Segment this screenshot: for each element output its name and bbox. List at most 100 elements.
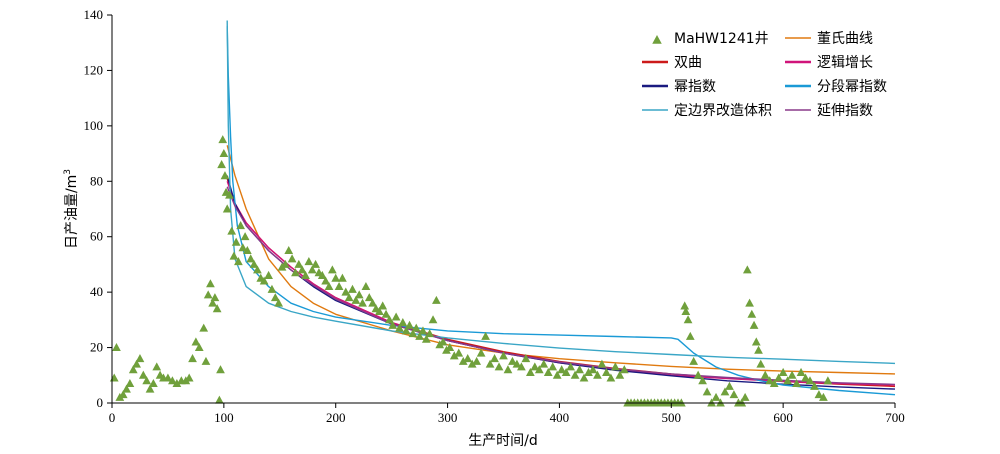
data-point: [543, 367, 553, 376]
data-point: [227, 226, 237, 235]
data-point: [552, 370, 562, 379]
data-point: [109, 373, 119, 382]
data-point: [361, 282, 371, 291]
data-point: [534, 365, 544, 374]
data-point: [801, 373, 810, 382]
data-point: [125, 379, 135, 388]
x-axis-title: 生产时间/d: [468, 433, 538, 449]
data-point: [253, 265, 262, 274]
data-point: [805, 376, 815, 385]
data-point: [210, 293, 220, 302]
data-point: [219, 148, 229, 158]
data-point: [128, 365, 138, 374]
data-point: [584, 367, 593, 376]
data-point: [458, 356, 468, 365]
data-point: [778, 367, 788, 376]
data-point: [438, 337, 448, 346]
series-line: [226, 26, 896, 396]
data-point: [814, 390, 824, 399]
data-point: [142, 376, 152, 385]
data-point: [476, 348, 486, 357]
data-point: [575, 365, 584, 374]
data-point: [229, 251, 239, 260]
y-tick-label: 140: [84, 7, 104, 22]
x-tick-label: 700: [885, 410, 905, 425]
data-point: [683, 315, 693, 324]
data-point: [689, 356, 699, 365]
data-point: [745, 298, 754, 307]
data-point: [408, 329, 418, 338]
data-point: [240, 232, 250, 241]
data-point: [311, 259, 320, 268]
data-point: [508, 356, 517, 365]
data-point: [499, 351, 508, 360]
data-point: [216, 365, 225, 374]
data-point: [212, 304, 222, 313]
data-point: [348, 284, 357, 293]
data-point: [539, 359, 549, 368]
data-point: [606, 373, 616, 382]
data-point: [769, 379, 779, 388]
data-point: [287, 254, 297, 263]
data-point: [231, 237, 241, 246]
data-point: [395, 323, 404, 332]
y-tick-label: 60: [90, 229, 103, 244]
data-point: [512, 359, 522, 368]
legend-label: 逻辑增长: [817, 55, 873, 71]
data-point: [405, 320, 414, 329]
data-point: [334, 282, 344, 291]
data-point: [449, 351, 459, 360]
data-point: [485, 359, 495, 368]
data-point: [756, 359, 766, 368]
legend-label: 延伸指数: [817, 103, 873, 119]
y-tick-label: 80: [90, 173, 103, 188]
data-point: [301, 270, 310, 279]
data-point: [698, 376, 707, 385]
data-point: [294, 259, 304, 268]
legend-label: 幂指数: [674, 79, 716, 95]
svg-text:日产油量/m3: 日产油量/m3: [63, 169, 80, 249]
data-point: [530, 362, 540, 371]
data-point: [680, 301, 690, 310]
data-point: [122, 384, 131, 393]
data-point: [588, 365, 598, 374]
data-point: [381, 309, 391, 318]
x-tick-label: 500: [662, 410, 682, 425]
x-tick-label: 0: [109, 410, 116, 425]
series-line: [226, 20, 896, 365]
data-point: [681, 306, 691, 315]
data-point: [246, 254, 256, 263]
data-point: [304, 257, 314, 266]
data-point: [463, 354, 473, 363]
data-point: [191, 337, 201, 346]
legend-label: 定边界改造体积: [674, 103, 772, 119]
data-point: [720, 387, 730, 396]
data-point: [208, 298, 218, 307]
data-point: [385, 315, 394, 324]
data-point: [579, 373, 589, 382]
data-point: [454, 348, 464, 357]
data-point: [517, 362, 526, 371]
data-point: [267, 284, 277, 293]
data-point: [378, 301, 388, 310]
x-tick-label: 600: [773, 410, 793, 425]
legend-label: 分段幂指数: [817, 79, 887, 95]
y-tick-label: 120: [84, 62, 104, 77]
data-point: [787, 370, 797, 379]
data-point: [218, 135, 228, 144]
data-point: [593, 370, 602, 379]
data-point: [737, 398, 747, 407]
data-point: [445, 342, 455, 352]
data-point: [222, 204, 232, 213]
data-point: [610, 362, 620, 371]
data-point: [358, 298, 367, 307]
data-point: [765, 376, 775, 385]
data-point: [747, 309, 757, 318]
data-point: [521, 354, 531, 363]
data-point: [783, 376, 792, 385]
data-point: [432, 295, 441, 304]
data-point: [163, 373, 173, 382]
data-point: [327, 265, 337, 274]
data-point: [401, 326, 411, 335]
data-point: [597, 359, 607, 368]
